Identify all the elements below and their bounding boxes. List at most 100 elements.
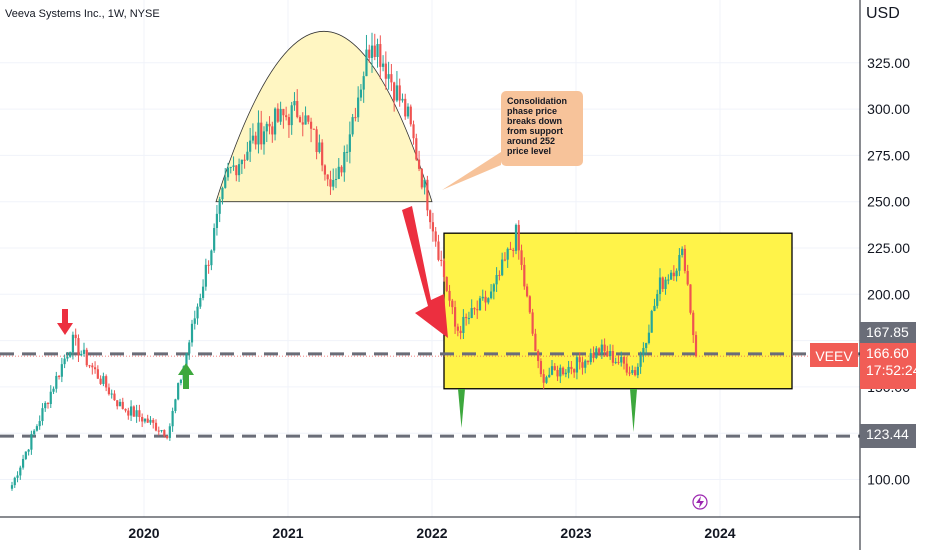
upper-level-badge-text: 167.85 bbox=[866, 324, 909, 340]
candle-body bbox=[442, 260, 446, 277]
candle-body bbox=[592, 353, 595, 359]
candle-body bbox=[301, 122, 304, 125]
candle-body bbox=[451, 300, 454, 308]
candle-body bbox=[459, 330, 462, 334]
candle-body bbox=[653, 305, 656, 311]
currency-label[interactable]: USD bbox=[866, 5, 900, 22]
candle-body bbox=[221, 187, 224, 200]
candle-body bbox=[254, 135, 257, 145]
candle-body bbox=[312, 128, 315, 130]
candle-body bbox=[138, 410, 141, 418]
candle-body bbox=[406, 106, 410, 117]
candle-body bbox=[528, 296, 531, 313]
lower-level-badge bbox=[860, 424, 916, 448]
candle-body bbox=[229, 166, 232, 168]
candle-body bbox=[669, 272, 673, 280]
price-tick-label: 325.00 bbox=[867, 55, 910, 71]
candle-body bbox=[226, 167, 230, 178]
time-tick-label: 2020 bbox=[128, 525, 159, 541]
candle-body bbox=[46, 403, 50, 405]
candle-body bbox=[77, 338, 80, 356]
candle-body bbox=[69, 352, 72, 357]
candle-body bbox=[30, 434, 33, 450]
markers bbox=[57, 152, 708, 510]
candle-body bbox=[351, 117, 354, 135]
candle-body bbox=[210, 250, 213, 266]
candle-body bbox=[66, 356, 69, 359]
candle-body bbox=[495, 274, 498, 285]
candle-body bbox=[622, 357, 626, 364]
candle-body bbox=[343, 151, 346, 173]
candle-body bbox=[412, 124, 415, 139]
candle-body bbox=[232, 165, 235, 167]
candle-body bbox=[453, 307, 457, 327]
candle-body bbox=[204, 264, 207, 287]
candle-body bbox=[481, 296, 484, 299]
green-spike-marker bbox=[458, 389, 465, 428]
candle-body bbox=[373, 45, 376, 57]
candle-body bbox=[168, 426, 171, 438]
candle-body bbox=[614, 361, 617, 363]
candle-body bbox=[501, 259, 504, 276]
candle-body bbox=[512, 249, 515, 251]
candle-body bbox=[509, 248, 512, 250]
candle-body bbox=[581, 362, 584, 368]
candle-body bbox=[345, 151, 349, 153]
candle-body bbox=[315, 129, 318, 153]
candle-body bbox=[537, 351, 540, 361]
lightning-icon bbox=[692, 494, 708, 510]
candle-body bbox=[456, 326, 459, 331]
candle-body bbox=[16, 475, 19, 478]
candle-body bbox=[337, 166, 340, 179]
candle-body bbox=[93, 367, 97, 370]
candle-body bbox=[625, 363, 628, 373]
candle-body bbox=[545, 377, 548, 383]
candle-body bbox=[675, 270, 678, 277]
candle-body bbox=[575, 357, 579, 373]
candle-body bbox=[174, 399, 177, 411]
candle-body bbox=[326, 174, 329, 180]
candle-body bbox=[224, 177, 227, 188]
upper-level-badge bbox=[860, 322, 916, 344]
candle-body bbox=[41, 408, 44, 422]
candle-body bbox=[113, 393, 116, 401]
candle-body bbox=[564, 372, 567, 375]
candle-body bbox=[492, 284, 495, 292]
candle-body bbox=[678, 254, 681, 271]
candle-body bbox=[235, 165, 238, 176]
candle-body bbox=[44, 403, 47, 409]
candle-body bbox=[323, 165, 327, 175]
candle-body bbox=[88, 365, 91, 367]
candle-body bbox=[694, 335, 698, 357]
candle-body bbox=[160, 430, 163, 432]
callout-pointer bbox=[442, 152, 501, 190]
candle-body bbox=[672, 272, 675, 277]
candle-body bbox=[276, 108, 279, 122]
candle-body bbox=[357, 97, 360, 118]
candle-body bbox=[448, 290, 451, 301]
candle-body bbox=[470, 308, 473, 319]
candle-body bbox=[645, 343, 648, 349]
candle-body bbox=[190, 323, 194, 343]
time-tick-label: 2021 bbox=[272, 525, 303, 541]
candle-body bbox=[661, 277, 664, 289]
candle-body bbox=[664, 279, 667, 289]
lightning-bolt-icon bbox=[696, 496, 704, 508]
candle-body bbox=[556, 369, 559, 377]
candle-body bbox=[597, 348, 601, 354]
candle-body bbox=[251, 135, 255, 141]
candle-body bbox=[628, 372, 631, 374]
candle-body bbox=[542, 374, 545, 383]
candle-body bbox=[409, 106, 412, 125]
candle-body bbox=[129, 406, 133, 416]
candle-body bbox=[370, 45, 374, 58]
candle-body bbox=[257, 122, 260, 145]
candle-body bbox=[179, 379, 183, 384]
candle-body bbox=[539, 360, 543, 375]
candle-body bbox=[157, 430, 160, 432]
candle-body bbox=[262, 131, 266, 145]
candle-body bbox=[165, 435, 169, 438]
candle-body bbox=[127, 410, 130, 416]
last-price-badge bbox=[860, 343, 916, 389]
